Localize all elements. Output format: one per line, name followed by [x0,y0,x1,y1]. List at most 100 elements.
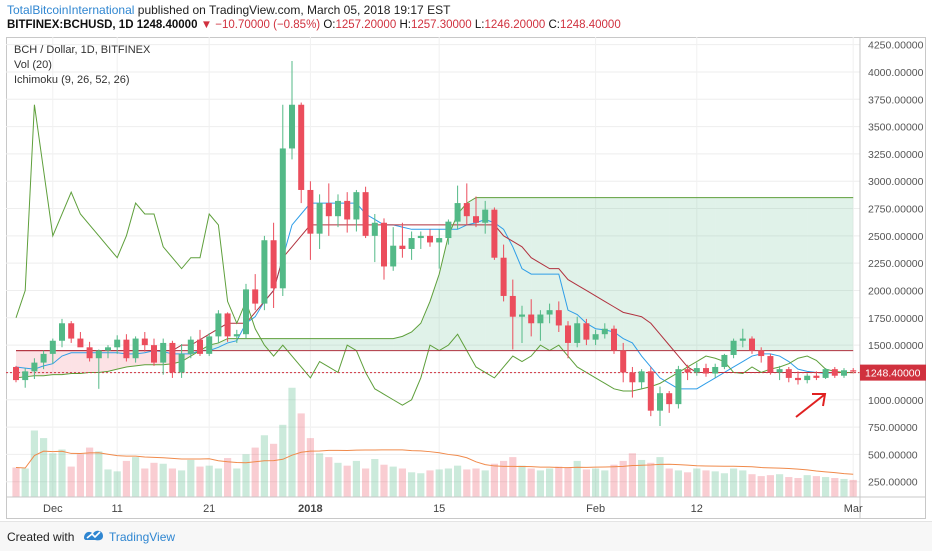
volume-bar [490,463,498,497]
cloud-segment [476,197,486,351]
volume-bar [426,470,434,497]
cloud-segment [319,338,329,351]
cloud-segment [632,197,642,351]
chart-header: TotalBitcoinInternational published on T… [0,0,932,36]
cloud-segment [227,338,237,351]
volume-bar [684,472,692,497]
cloud-segment [236,338,246,351]
cloud-segment [844,197,854,351]
candle-body [40,353,47,363]
senkou-span-a-line [15,197,854,379]
volume-bar [67,466,75,497]
candle-body [831,369,838,376]
cloud-segment [71,350,81,374]
y-tick-label: 2500.00000 [868,231,924,243]
tradingview-logo-icon[interactable] [82,526,106,549]
candle-body [390,245,397,267]
x-tick-label: Feb [586,503,605,515]
candle-body [381,222,387,267]
volume-bars [12,387,857,497]
cloud-segment [52,350,62,375]
volume-bar [546,468,554,497]
candle-body [749,338,755,351]
y-tick-label: 2000.00000 [868,285,924,297]
volume-bar [49,453,57,497]
volume-bar [21,468,29,497]
cloud-segment [282,338,292,351]
volume-bar [527,468,535,497]
volume-bar [40,438,48,497]
y-tick-label: 4000.00000 [868,67,924,79]
axes: 250.00000500.00000750.000001000.00000125… [6,37,926,519]
cloud-segment [623,197,633,351]
cloud-segment [641,197,651,351]
candlestick-chart[interactable]: 250.00000500.00000750.000001000.00000125… [6,37,926,519]
candle-body [684,369,691,373]
candle-body [141,338,148,346]
volume-bar [776,474,784,497]
cloud-segment [338,338,348,351]
candle-body [519,314,525,317]
price-change: ▼ −10.70000 (−0.85%) [200,19,321,31]
volume-bar [665,468,673,497]
volume-bar [389,466,397,497]
candle-body [270,240,277,289]
candle-body [298,104,305,190]
cloud-segment [393,336,403,351]
cloud-segment [310,338,320,351]
cloud-segment [706,197,716,351]
last-price: 1248.40000 [136,19,198,31]
volume-bar [619,460,627,497]
cloud-segment [650,197,660,351]
cloud-segment [246,338,256,351]
candle-body [693,368,700,373]
volume-bar [509,457,517,497]
candle-body [620,350,627,373]
candle-body [197,339,203,354]
volume-bar [610,464,618,497]
candle-body [841,370,847,376]
candle-body [647,371,654,411]
y-tick-label: 3500.00000 [868,122,924,134]
annotation-arrow [795,394,825,418]
cloud-segment [586,197,596,351]
high-value: 1257.30000 [410,19,472,31]
tradingview-brand[interactable]: TradingView [109,530,176,544]
volume-bar [794,478,802,497]
x-tick-label: 11 [111,503,122,515]
candle-body [785,369,792,378]
open-label: O: [323,19,336,31]
candle-body [565,325,571,343]
legend-ichimoku: Ichimoku (9, 26, 52, 26) [14,74,130,86]
volume-bar [601,470,609,497]
footer-bar: Created with TradingView [0,521,932,551]
candle-body [574,323,581,343]
cloud-segment [798,197,808,351]
cloud-segment [457,203,467,351]
candle-body [601,328,608,335]
candle-body [408,238,415,249]
candle-body [399,245,406,249]
volume-bar [76,454,84,497]
candle-body [187,339,194,354]
candle-body [325,203,332,217]
cloud-segment [715,197,725,351]
candle-body [767,356,774,373]
cloud-segment [62,350,72,375]
volume-bar [573,460,581,497]
cloud-segment [466,197,476,351]
volume-bar [242,454,250,497]
candle-body [703,368,709,374]
candle-body [509,295,516,317]
y-tick-label: 1750.00000 [868,313,924,325]
volume-bar [500,460,508,497]
volume-bar [408,472,416,497]
candle-body [629,372,636,383]
chart-area[interactable]: 250.00000500.00000750.000001000.00000125… [6,37,926,519]
low-label: L: [474,19,485,31]
author-link[interactable]: TotalBitcoinInternational [7,3,135,17]
cloud-segment [678,197,688,351]
volume-bar [122,460,130,497]
cloud-segment [420,301,430,351]
cloud-segment [807,197,817,351]
